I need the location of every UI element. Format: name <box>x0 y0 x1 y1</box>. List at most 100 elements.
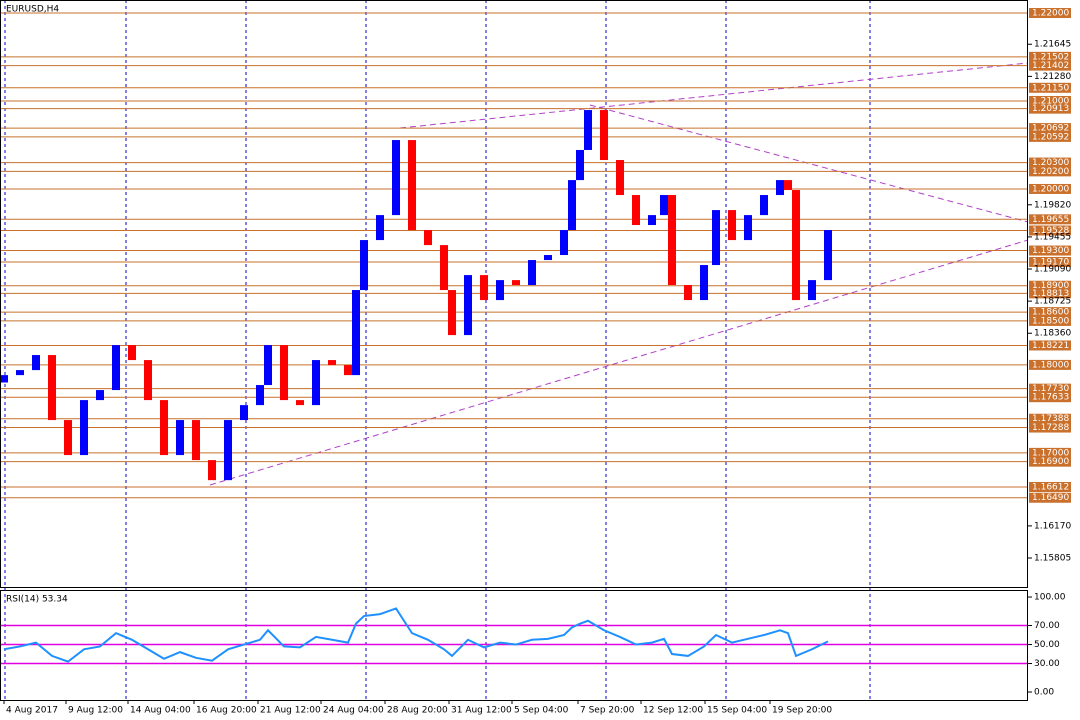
level-label-box <box>1029 307 1071 318</box>
rsi-frame <box>0 590 1028 701</box>
y-tick-label: 1.19090 <box>1034 265 1071 275</box>
candle-body <box>280 345 288 401</box>
candle-body <box>424 230 432 246</box>
candle-body <box>576 149 584 181</box>
candle-body <box>192 420 200 461</box>
candle-body <box>160 400 168 456</box>
level-label: 1.16612 <box>1032 483 1069 493</box>
level-label: 1.18900 <box>1032 281 1069 291</box>
level-label: 1.20300 <box>1032 158 1069 168</box>
level-label-box <box>1029 8 1071 19</box>
level-label: 1.20692 <box>1032 124 1069 134</box>
x-tick-label: 31 Aug 12:00 <box>451 706 512 716</box>
y-tick-label: 1.19455 <box>1034 232 1071 242</box>
candle-body <box>80 400 88 456</box>
candle-body <box>376 215 384 241</box>
candle-body <box>600 110 608 161</box>
y-tick-label: 1.18725 <box>1034 297 1071 307</box>
level-label-box <box>1029 157 1071 168</box>
candle-body <box>648 215 656 226</box>
level-label: 1.17633 <box>1032 393 1069 403</box>
y-tick-label: 1.18360 <box>1034 329 1071 339</box>
level-label: 1.18221 <box>1032 341 1069 351</box>
candle-body <box>32 355 40 371</box>
level-label-box <box>1029 225 1071 236</box>
x-tick-label: 4 Aug 2017 <box>6 706 58 716</box>
level-label-box <box>1029 183 1071 194</box>
level-label: 1.16490 <box>1032 493 1069 503</box>
y-tick-label: 100.00 <box>1034 593 1066 603</box>
y-tick-label: 1.15805 <box>1034 554 1071 564</box>
x-tick-label: 24 Aug 04:00 <box>323 706 384 716</box>
level-label: 1.21502 <box>1032 52 1069 62</box>
level-label-box <box>1029 256 1071 267</box>
candle-body <box>408 140 416 231</box>
level-label-box <box>1029 413 1071 424</box>
level-label: 1.20000 <box>1032 184 1069 194</box>
candle-body <box>240 405 248 421</box>
candle-body <box>728 210 736 241</box>
y-tick-label: 0.00 <box>1034 688 1054 698</box>
candle-body <box>792 190 800 301</box>
level-label-box <box>1029 166 1071 177</box>
level-label: 1.19170 <box>1032 257 1069 267</box>
level-label: 1.19300 <box>1032 246 1069 256</box>
level-label-box <box>1029 288 1071 299</box>
level-label: 1.18600 <box>1032 308 1069 318</box>
x-tick-label: 21 Aug 12:00 <box>260 706 321 716</box>
x-tick-label: 16 Aug 20:00 <box>196 706 257 716</box>
level-label-box <box>1029 392 1071 403</box>
candle-body <box>824 230 832 281</box>
level-label-box <box>1029 492 1071 503</box>
level-label: 1.18813 <box>1032 289 1069 299</box>
candle-body <box>448 290 456 336</box>
candle-body <box>808 280 816 301</box>
level-label-box <box>1029 60 1071 71</box>
candle-body <box>256 385 264 406</box>
x-tick-label: 7 Sep 20:00 <box>580 706 635 716</box>
level-label-box <box>1029 422 1071 433</box>
candle-body <box>392 140 400 216</box>
level-label: 1.18000 <box>1032 360 1069 370</box>
candle-body <box>544 255 552 261</box>
candle-body <box>112 345 120 391</box>
level-label-box <box>1029 383 1071 394</box>
level-label: 1.20913 <box>1032 104 1069 114</box>
level-label: 1.17000 <box>1032 448 1069 458</box>
level-label-box <box>1029 245 1071 256</box>
candle-body <box>700 265 708 301</box>
main-frame <box>0 0 1028 588</box>
candle-body <box>264 345 272 386</box>
candle-body <box>584 110 592 150</box>
y-tick-label: 70.00 <box>1034 621 1060 631</box>
y-tick-label: 1.21280 <box>1034 72 1071 82</box>
x-tick-label: 15 Sep 04:00 <box>707 706 767 716</box>
candle-body <box>784 180 792 191</box>
candle-body <box>496 280 504 301</box>
level-label-box <box>1029 214 1071 225</box>
plot: 1.15805 1.16170 1.18360 1.18725 1.19090 1.194… <box>0 40 1071 716</box>
candle-body <box>0 375 8 383</box>
level-label: 1.21402 <box>1032 61 1069 71</box>
candle-body <box>616 160 624 196</box>
candle-body <box>128 345 136 361</box>
level-label-box <box>1029 447 1071 458</box>
level-label-box <box>1029 51 1071 62</box>
x-tick-label: 28 Aug 20:00 <box>387 706 448 716</box>
rsi-title: RSI(14) 53.34 <box>6 595 68 605</box>
level-label: 1.17288 <box>1032 423 1069 433</box>
level-label: 1.17730 <box>1032 384 1069 394</box>
level-label-box <box>1029 482 1071 493</box>
x-tick-label: 14 Aug 04:00 <box>130 706 191 716</box>
level-label: 1.19655 <box>1032 215 1069 225</box>
candle-body <box>568 180 576 231</box>
candle-body <box>464 275 472 336</box>
candle-body <box>360 240 368 291</box>
candle-body <box>512 280 520 286</box>
y-tick-label: 1.21645 <box>1034 40 1071 50</box>
level-label: 1.17388 <box>1032 414 1069 424</box>
candle-body <box>668 195 676 286</box>
